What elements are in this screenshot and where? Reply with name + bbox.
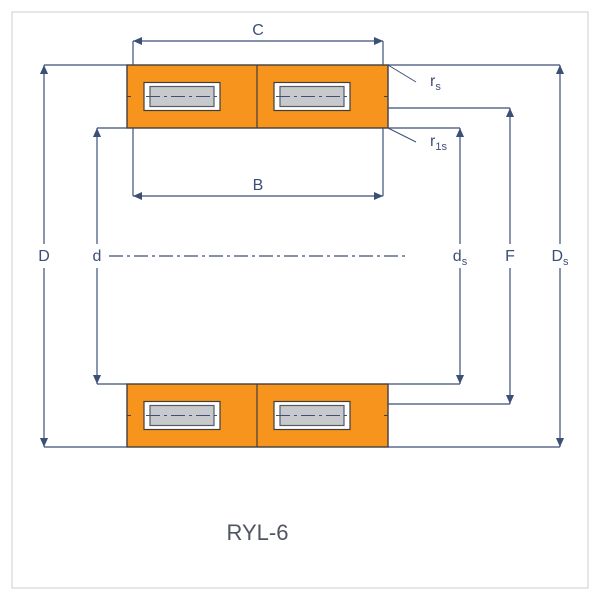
label-rs: rs [430,73,441,93]
svg-text:D: D [38,248,50,265]
diagram-canvas: C B Dd ds F Ds rs r1s RYL-6 [0,0,600,600]
svg-text:ds: ds [453,248,468,268]
svg-text:F: F [505,248,515,265]
label-r1s: r1s [430,133,447,153]
svg-text:C: C [252,22,264,39]
svg-text:Ds: Ds [551,248,569,268]
svg-text:B: B [253,177,264,194]
svg-text:d: d [93,248,102,265]
diagram-title: RYL-6 [227,520,289,545]
